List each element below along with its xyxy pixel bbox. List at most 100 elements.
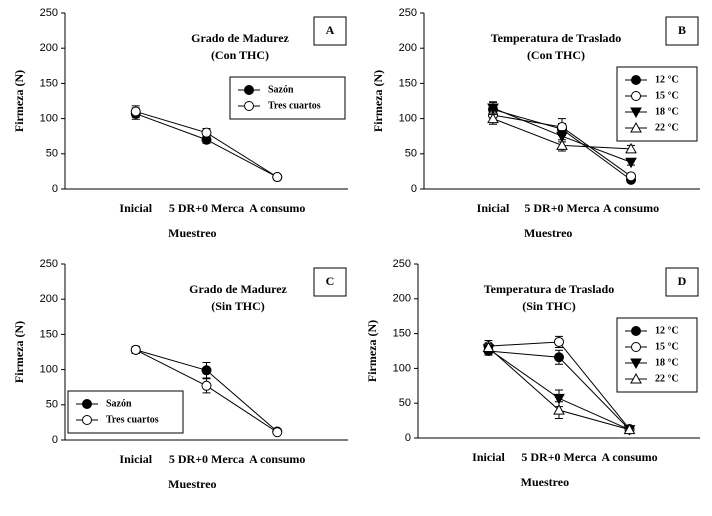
legend-label: Sazón — [106, 398, 132, 409]
marker — [130, 344, 141, 355]
legend-label: 12 °C — [655, 74, 679, 85]
marker — [244, 101, 254, 111]
marker — [82, 399, 92, 409]
marker — [487, 112, 499, 124]
y-tick-label: 250 — [399, 7, 417, 19]
marker — [482, 341, 495, 353]
y-tick-label: 150 — [393, 328, 411, 340]
series-line — [135, 113, 278, 178]
legend-label: Sazón — [268, 84, 294, 95]
x-tick-label: Inicial — [472, 450, 505, 464]
x-tick-label: Inicial — [119, 201, 152, 215]
chart-subtitle: (Con THC) — [527, 48, 585, 62]
marker — [272, 427, 283, 438]
chart-subtitle: (Sin THC) — [522, 299, 575, 313]
marker — [631, 91, 641, 101]
marker — [631, 75, 641, 85]
marker — [556, 139, 568, 150]
x-axis-label: Muestreo — [168, 477, 216, 491]
legend-label: 22 °C — [655, 373, 679, 384]
x-tick-label: Inicial — [477, 201, 510, 215]
marker — [630, 107, 642, 119]
x-tick-label: A consumo — [603, 201, 659, 215]
marker — [130, 106, 141, 117]
x-axis-label: Muestreo — [521, 475, 569, 489]
y-tick-label: 100 — [393, 362, 411, 374]
y-tick-label: 200 — [40, 293, 58, 305]
y-tick-label: 150 — [40, 77, 58, 89]
legend-box — [616, 317, 698, 393]
y-tick-label: 50 — [405, 148, 417, 160]
y-tick-label: 200 — [40, 42, 58, 54]
marker — [244, 85, 254, 95]
legend-box — [616, 66, 698, 142]
x-tick-label: 5 DR+0 Merca — [169, 201, 244, 215]
y-axis-label: Firmeza (N) — [12, 70, 26, 132]
marker — [201, 127, 212, 138]
marker — [487, 103, 499, 115]
chart-subtitle: (Sin THC) — [211, 299, 264, 313]
marker — [631, 326, 641, 336]
chart-title: Grado de Madurez — [189, 282, 287, 296]
y-tick-label: 50 — [46, 399, 58, 411]
marker — [630, 121, 642, 133]
y-tick-label: 100 — [40, 364, 58, 376]
legend-label: 22 °C — [655, 122, 679, 133]
x-tick-label: 5 DR+0 Merca — [169, 452, 244, 466]
panel-label-box — [313, 267, 347, 297]
y-tick-label: 0 — [405, 432, 411, 444]
chart-subtitle: (Con THC) — [211, 48, 269, 62]
y-tick-label: 200 — [399, 42, 417, 54]
x-tick-label: A consumo — [249, 201, 305, 215]
panel-label-box — [665, 16, 699, 46]
marker — [630, 358, 642, 370]
legend-label: 15 °C — [655, 341, 679, 352]
panel-label: C — [326, 274, 335, 288]
y-axis-label: Firmeza (N) — [371, 70, 385, 132]
x-tick-label: 5 DR+0 Merca — [524, 201, 599, 215]
marker — [630, 372, 642, 384]
y-tick-label: 250 — [40, 7, 58, 19]
chart-title: Grado de Madurez — [191, 31, 289, 45]
chart-title: Temperatura de Traslado — [491, 31, 621, 45]
marker — [626, 171, 636, 182]
y-tick-label: 0 — [52, 183, 58, 195]
marker — [625, 157, 637, 169]
y-tick-label: 0 — [52, 434, 58, 446]
legend-box — [229, 76, 346, 120]
y-axis-label: Firmeza (N) — [12, 321, 26, 383]
legend-label: 18 °C — [655, 357, 679, 368]
marker — [272, 172, 283, 183]
y-tick-label: 100 — [40, 113, 58, 125]
legend-label: Tres cuartos — [268, 100, 321, 111]
y-tick-label: 50 — [46, 148, 58, 160]
y-tick-label: 100 — [399, 113, 417, 125]
marker — [201, 365, 212, 376]
marker — [631, 342, 641, 352]
x-axis-label: Muestreo — [168, 226, 216, 240]
y-tick-label: 50 — [399, 397, 411, 409]
x-axis-label: Muestreo — [524, 226, 572, 240]
panel-label: D — [678, 274, 687, 288]
marker — [82, 415, 92, 425]
marker — [623, 423, 636, 435]
marker — [625, 142, 637, 154]
y-tick-label: 0 — [411, 183, 417, 195]
legend-label: 18 °C — [655, 106, 679, 117]
panel-label-box — [313, 16, 347, 46]
marker — [556, 131, 568, 143]
legend-label: 15 °C — [655, 90, 679, 101]
panel-label: B — [678, 23, 686, 37]
x-tick-label: 5 DR+0 Merca — [521, 450, 596, 464]
y-tick-label: 250 — [393, 258, 411, 270]
legend-box — [67, 390, 184, 434]
x-tick-label: Inicial — [119, 452, 152, 466]
marker — [201, 380, 212, 391]
marker — [554, 352, 564, 363]
x-tick-label: A consumo — [249, 452, 305, 466]
panel-label-box — [665, 267, 699, 297]
marker — [553, 393, 565, 405]
x-tick-label: A consumo — [601, 450, 657, 464]
y-tick-label: 250 — [40, 258, 58, 270]
